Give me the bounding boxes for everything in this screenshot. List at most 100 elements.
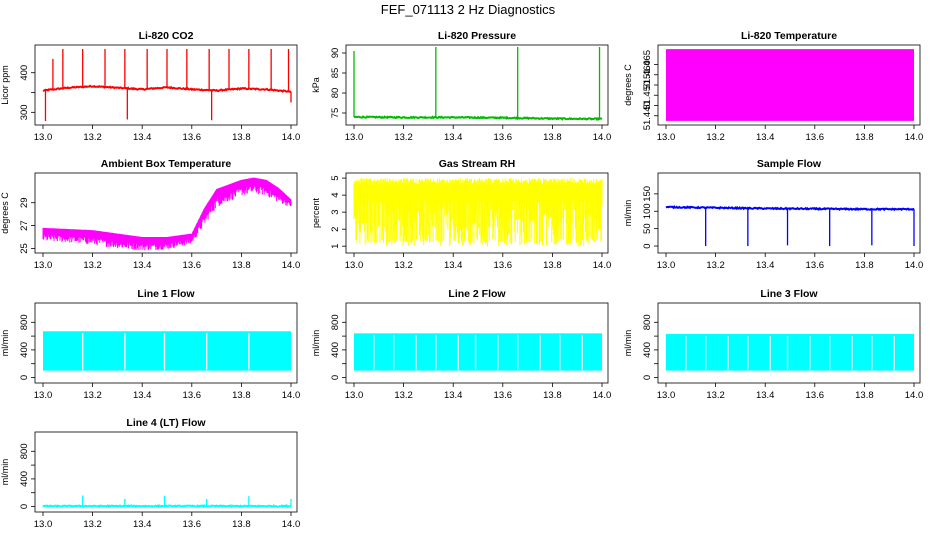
x-tick-label: 13.2 bbox=[706, 260, 725, 271]
temperature-band bbox=[666, 49, 914, 121]
chart-panel-5: Sample Flow ml/min 13.0 13.2 13.4 13.6 13.8 14.… bbox=[623, 158, 923, 271]
chart-panel-0: Li-820 CO2 Licor ppm 13.0 13.2 13.4 13.6 13.8 1… bbox=[0, 30, 300, 143]
chart-panel-6: Line 1 Flow ml/min 13.0 13.2 13.4 13.6 13.8 14.… bbox=[0, 288, 300, 401]
y-axis-label: kPa bbox=[311, 77, 321, 93]
y-tick-label: 0 bbox=[19, 375, 30, 380]
rh-band bbox=[353, 178, 603, 247]
x-tick-label: 13.6 bbox=[183, 132, 202, 143]
x-tick-label: 13.0 bbox=[345, 390, 364, 401]
y-tick-label: 75 bbox=[330, 108, 341, 119]
y-tick-label: 85 bbox=[330, 68, 341, 79]
x-tick-label: 13.6 bbox=[494, 132, 513, 143]
data-layer bbox=[42, 177, 292, 251]
panels: Li-820 CO2 Licor ppm 13.0 13.2 13.4 13.6 13.8 1… bbox=[0, 30, 923, 530]
x-tick-label: 13.8 bbox=[543, 390, 562, 401]
plot-frame bbox=[34, 44, 298, 126]
chart-panel-3: Ambient Box Temperature degrees C 13.0 13.2… bbox=[0, 158, 300, 271]
panel-title: Li-820 Temperature bbox=[741, 30, 837, 42]
y-axis-label: Licor ppm bbox=[0, 65, 10, 105]
x-tick-label: 13.8 bbox=[232, 390, 251, 401]
series-line bbox=[42, 503, 292, 509]
y-tick-label: 0 bbox=[19, 504, 30, 509]
y-tick-label: 400 bbox=[19, 342, 30, 358]
x-tick-label: 13.4 bbox=[756, 260, 775, 271]
x-tick-label: 13.4 bbox=[133, 260, 152, 271]
x-tick-label: 13.6 bbox=[806, 390, 825, 401]
x-tick-label: 13.6 bbox=[806, 260, 825, 271]
flow-band bbox=[43, 331, 291, 371]
x-tick-label: 13.4 bbox=[444, 260, 463, 271]
x-tick-label: 13.2 bbox=[394, 260, 413, 271]
x-tick-label: 13.4 bbox=[756, 132, 775, 143]
y-tick-label: 400 bbox=[642, 342, 653, 358]
x-tick-label: 13.0 bbox=[34, 132, 53, 143]
y-axis-label: ml/min bbox=[0, 330, 10, 357]
y-tick-label: 300 bbox=[19, 104, 30, 120]
x-tick-label: 14.0 bbox=[282, 390, 301, 401]
plot-frame bbox=[657, 302, 921, 384]
data-layer bbox=[353, 47, 603, 122]
y-tick-label: 400 bbox=[330, 342, 341, 358]
x-tick-label: 14.0 bbox=[905, 260, 924, 271]
y-axis-label: degrees C bbox=[0, 192, 10, 234]
x-tick-label: 13.8 bbox=[855, 390, 874, 401]
chart-panel-7: Line 2 Flow ml/min 13.0 13.2 13.4 13.6 13.8 14.… bbox=[311, 288, 611, 401]
y-tick-label: 80 bbox=[330, 88, 341, 99]
panel-title: Ambient Box Temperature bbox=[101, 158, 232, 170]
y-tick-label: 51.465 bbox=[642, 50, 653, 79]
x-tick-label: 13.4 bbox=[133, 519, 152, 530]
y-tick-label: 27 bbox=[19, 220, 30, 231]
series-line bbox=[665, 204, 915, 212]
y-tick-label: 800 bbox=[19, 443, 30, 459]
y-tick-label: 51.450 bbox=[642, 81, 653, 110]
chart-panel-8: Line 3 Flow ml/min 13.0 13.2 13.4 13.6 13.8 14.… bbox=[623, 288, 923, 401]
x-tick-label: 13.0 bbox=[345, 260, 364, 271]
flow-band bbox=[666, 334, 914, 371]
y-tick-label: 400 bbox=[19, 65, 30, 81]
y-tick-label: 3 bbox=[330, 210, 341, 215]
panel-title: Li-820 Pressure bbox=[438, 30, 516, 42]
panel-title: Li-820 CO2 bbox=[139, 30, 194, 42]
data-layer bbox=[42, 48, 292, 122]
plot-frame bbox=[345, 44, 609, 126]
x-tick-label: 14.0 bbox=[593, 390, 612, 401]
y-tick-label: 1 bbox=[330, 244, 341, 249]
panel-title: Line 1 Flow bbox=[137, 288, 195, 300]
x-tick-label: 14.0 bbox=[905, 132, 924, 143]
plot-frame bbox=[34, 431, 298, 513]
x-tick-label: 14.0 bbox=[905, 390, 924, 401]
x-tick-label: 13.6 bbox=[494, 390, 513, 401]
y-axis-label: ml/min bbox=[0, 459, 10, 486]
flow-band bbox=[354, 333, 602, 371]
chart-panel-2: Li-820 Temperature degrees C 13.0 13.2 13.4 1… bbox=[623, 30, 923, 143]
x-tick-label: 13.2 bbox=[83, 519, 102, 530]
y-axis-label: ml/min bbox=[623, 200, 633, 227]
y-axis-label: ml/min bbox=[623, 330, 633, 357]
data-layer bbox=[665, 204, 915, 247]
x-tick-label: 13.6 bbox=[183, 519, 202, 530]
y-tick-label: 800 bbox=[330, 314, 341, 330]
y-tick-label: 400 bbox=[19, 471, 30, 487]
series-line bbox=[353, 115, 603, 122]
x-tick-label: 13.8 bbox=[543, 260, 562, 271]
y-tick-label: 100 bbox=[642, 203, 653, 219]
x-tick-label: 13.0 bbox=[34, 519, 53, 530]
panel-title: Sample Flow bbox=[757, 158, 822, 170]
chart-panel-4: Gas Stream RH percent 13.0 13.2 13.4 13.6 13.8… bbox=[311, 158, 611, 271]
x-tick-label: 14.0 bbox=[282, 519, 301, 530]
data-layer bbox=[666, 334, 914, 371]
x-tick-label: 13.4 bbox=[133, 390, 152, 401]
y-tick-label: 800 bbox=[19, 314, 30, 330]
data-layer bbox=[42, 495, 292, 509]
panel-title: Gas Stream RH bbox=[439, 158, 515, 170]
y-axis-label: percent bbox=[311, 197, 321, 228]
x-tick-label: 13.8 bbox=[232, 519, 251, 530]
data-layer bbox=[353, 178, 603, 247]
x-tick-label: 13.8 bbox=[232, 260, 251, 271]
y-tick-label: 5 bbox=[330, 175, 341, 180]
panel-title: Line 3 Flow bbox=[760, 288, 818, 300]
x-tick-label: 13.8 bbox=[543, 132, 562, 143]
y-tick-label: 51.440 bbox=[642, 101, 653, 130]
x-tick-label: 13.4 bbox=[756, 390, 775, 401]
